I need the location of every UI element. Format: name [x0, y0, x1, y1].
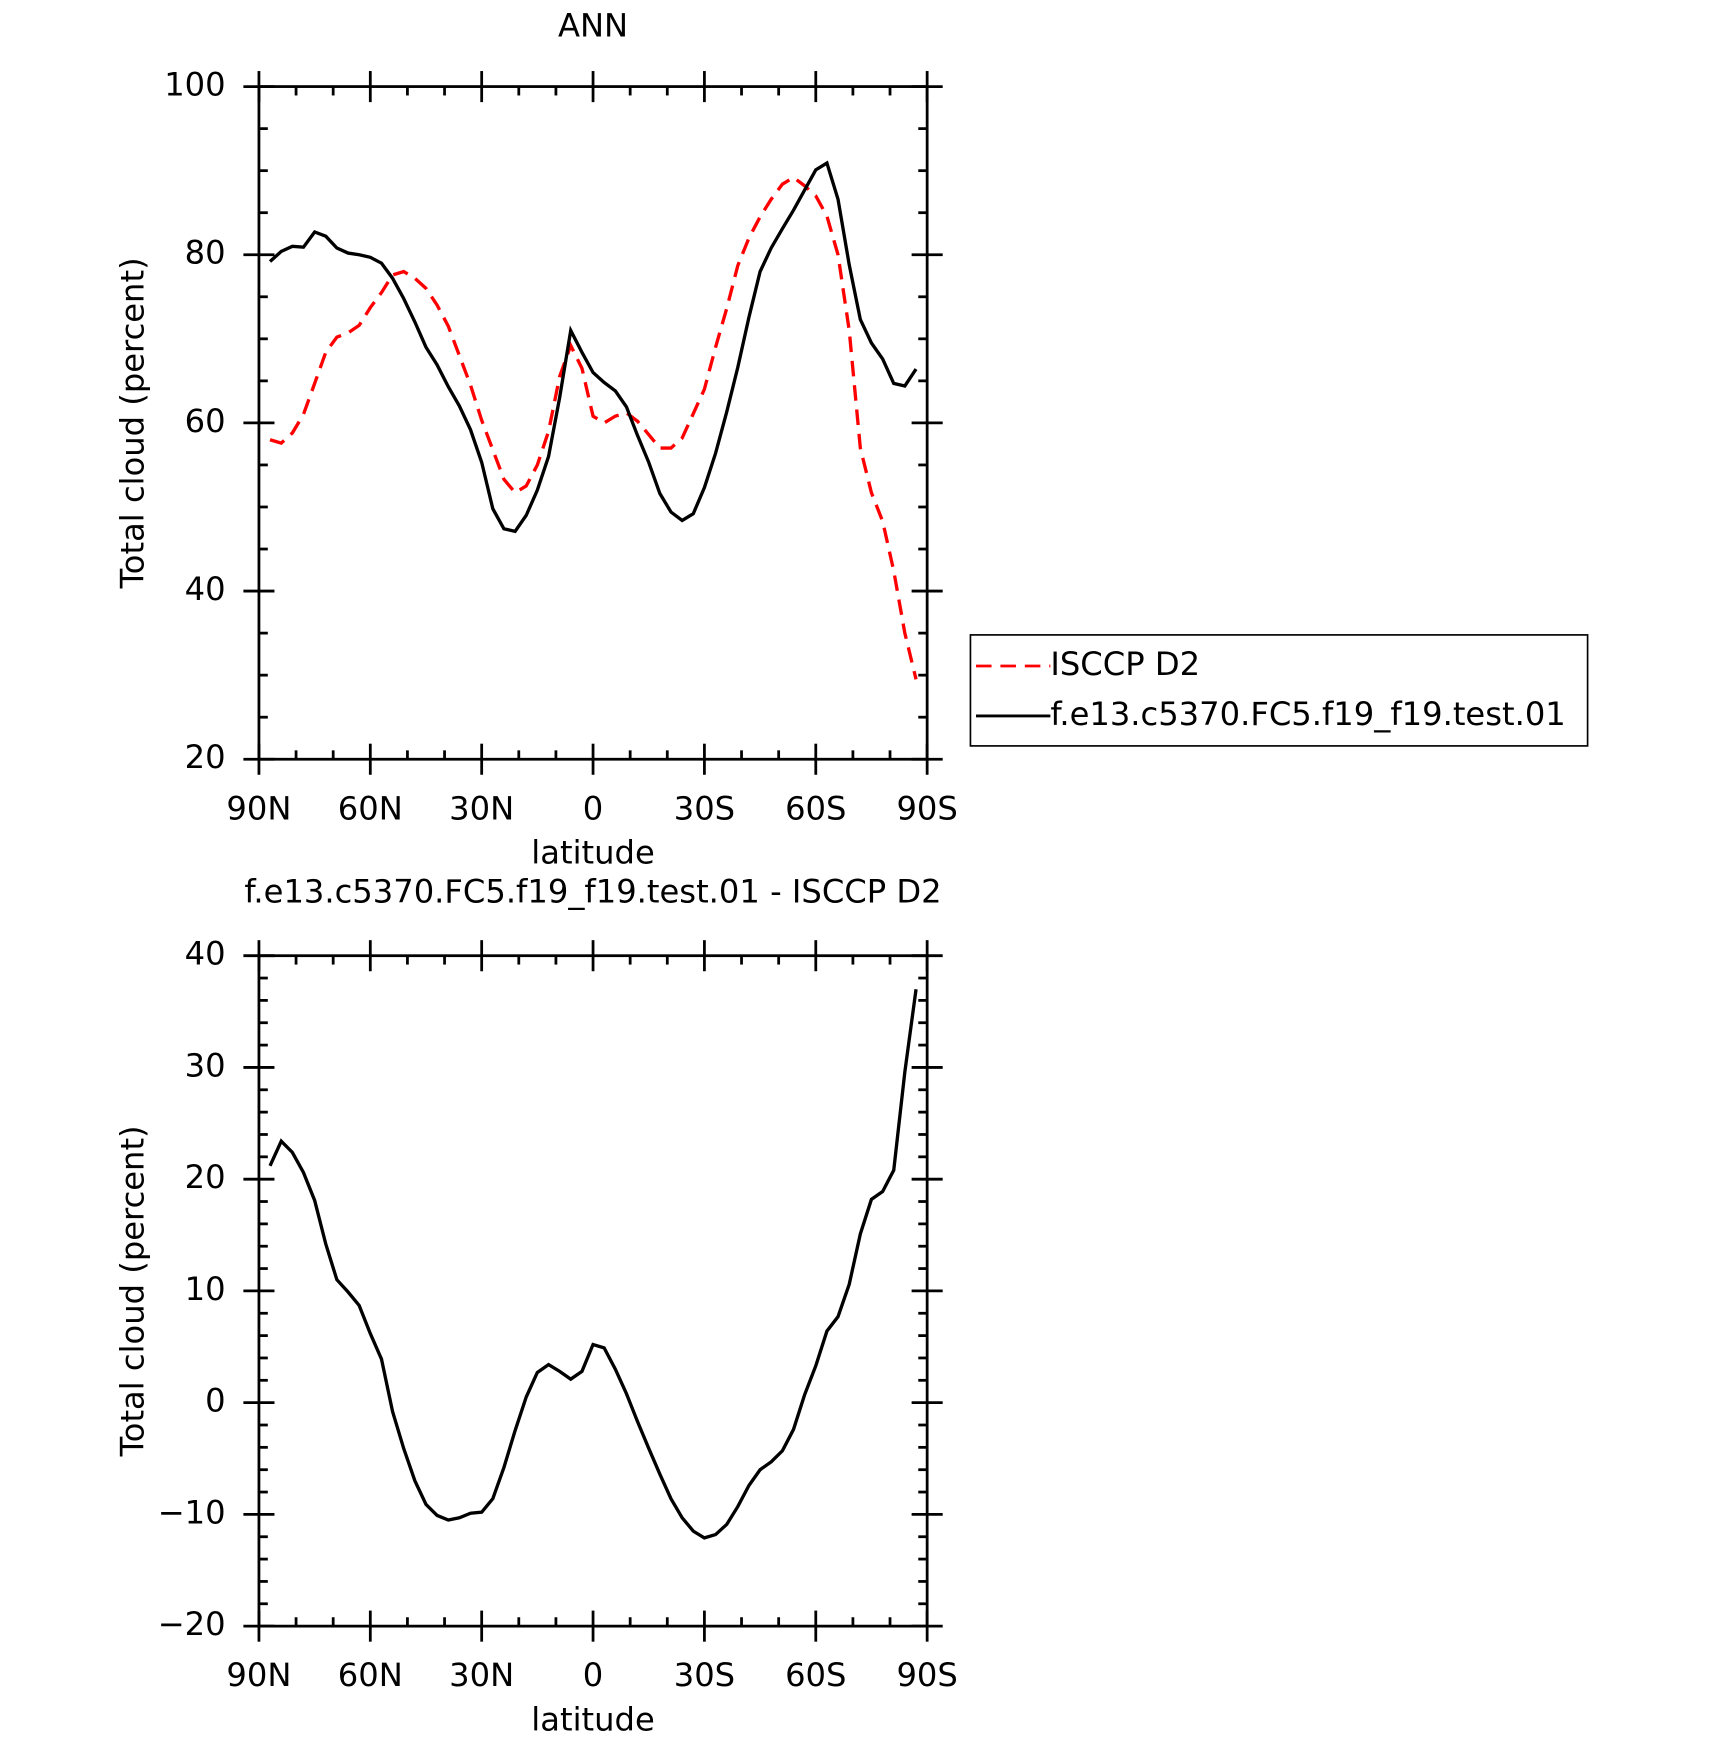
y-tick-label: 40	[185, 935, 226, 973]
y-tick-label: 20	[185, 1158, 226, 1196]
y-axis-label: Total cloud (percent)	[114, 257, 152, 589]
x-tick-label: 30N	[449, 789, 514, 827]
y-tick-label: 0	[205, 1382, 225, 1420]
x-tick-label: 60N	[338, 1656, 403, 1694]
plot-frame	[257, 954, 929, 1628]
data-line	[268, 160, 918, 534]
chart-title: f.e13.c5370.FC5.f19_f19.test.01 - ISCCP …	[244, 873, 941, 911]
x-tick-label: 60S	[785, 789, 846, 827]
x-tick-label: 0	[583, 789, 603, 827]
x-tick-label: 90N	[226, 1656, 291, 1694]
y-tick-label: 20	[185, 738, 226, 776]
x-tick-label: 90N	[226, 789, 291, 827]
y-tick-label: −20	[158, 1605, 226, 1643]
legend-box	[969, 634, 1589, 747]
x-tick-label: 90S	[896, 1656, 957, 1694]
x-tick-label: 0	[583, 1656, 603, 1694]
y-tick-label: 100	[164, 66, 225, 104]
data-line	[268, 988, 918, 1540]
x-axis-label: latitude	[531, 1701, 654, 1739]
legend-label: f.e13.c5370.FC5.f19_f19.test.01	[1050, 695, 1565, 733]
x-tick-label: 30S	[674, 1656, 735, 1694]
x-tick-label: 90S	[896, 789, 957, 827]
y-tick-label: −10	[158, 1493, 226, 1531]
y-axis-label: Total cloud (percent)	[114, 1125, 152, 1457]
x-tick-label: 60N	[338, 789, 403, 827]
y-tick-label: 80	[185, 234, 226, 272]
y-tick-label: 30	[185, 1046, 226, 1084]
x-tick-label: 60S	[785, 1656, 846, 1694]
y-tick-label: 60	[185, 402, 226, 440]
data-line	[269, 175, 918, 680]
legend: ISCCP D2 f.e13.c5370.FC5.f19_f19.test.01	[969, 634, 1589, 747]
plot-frame	[257, 85, 929, 761]
x-tick-label: 30S	[674, 789, 735, 827]
x-axis-label: latitude	[531, 834, 654, 872]
y-tick-label: 10	[185, 1270, 226, 1308]
legend-label: ISCCP D2	[1050, 645, 1200, 683]
x-tick-label: 30N	[449, 1656, 514, 1694]
chart-title: ANN	[558, 7, 628, 45]
y-tick-label: 40	[185, 570, 226, 608]
